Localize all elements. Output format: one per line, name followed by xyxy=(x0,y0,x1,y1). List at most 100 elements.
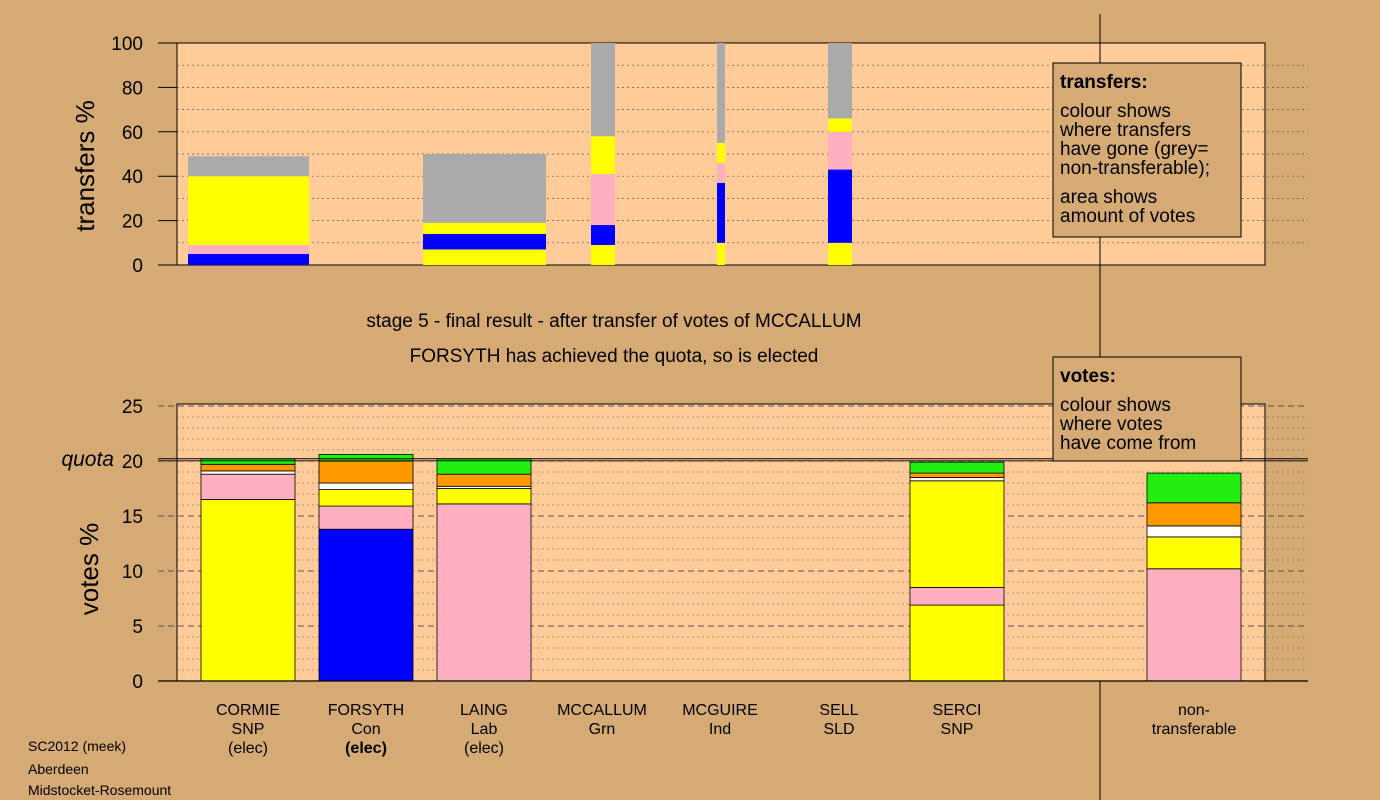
transfer-segment-snp xyxy=(828,242,852,265)
y-tick-label: 10 xyxy=(122,562,143,583)
transfers-legend-line: colour shows xyxy=(1060,101,1171,122)
transfers-y-ticks: 0 20 40 60 80 100 xyxy=(111,34,177,277)
vote-segment-sld xyxy=(200,463,296,472)
transfer-segment-nontransferable xyxy=(828,43,852,119)
y-tick-label: 0 xyxy=(132,672,143,693)
transfer-segment-con xyxy=(591,225,615,246)
vote-segment-sld xyxy=(436,473,532,487)
y-tick-label: 5 xyxy=(132,617,143,638)
transfer-segment-snp xyxy=(828,118,852,132)
transfers-legend-line: have gone (grey= xyxy=(1060,139,1208,160)
vote-segment-con xyxy=(318,528,414,682)
y-tick-label: 80 xyxy=(122,78,143,99)
candidate-party: SNP xyxy=(941,721,974,738)
vote-segment-sld xyxy=(909,472,1005,478)
transfer-segment-snp xyxy=(717,142,725,163)
vote-segment-ind xyxy=(318,482,414,490)
transfer-segment-snp xyxy=(188,176,309,246)
vote-segment-lab xyxy=(436,503,532,682)
footer-line: Midstocket-Rosemount xyxy=(28,782,171,798)
y-tick-label: 40 xyxy=(122,167,143,188)
candidate-party: Ind xyxy=(709,721,731,738)
votes-legend-line: where votes xyxy=(1059,414,1162,435)
transfers-bars xyxy=(188,43,852,265)
transfers-legend-line: area shows xyxy=(1060,187,1157,208)
y-tick-label: 100 xyxy=(111,34,143,55)
vote-segment-snp xyxy=(318,489,414,507)
y-tick-label: 60 xyxy=(122,123,143,144)
candidate-name: FORSYTH xyxy=(328,702,404,719)
vote-segment-snp xyxy=(909,604,1005,682)
transfer-segment-con xyxy=(717,182,725,243)
vote-segment-snp xyxy=(436,488,532,505)
votes-y-ticks: 0 5 10 15 20 25 xyxy=(122,397,143,693)
footer-line: Aberdeen xyxy=(28,761,89,777)
votes-legend-title: votes: xyxy=(1060,366,1116,387)
y-tick-label: 0 xyxy=(132,256,143,277)
transfers-legend: transfers: colour shows where transfers … xyxy=(1052,62,1242,238)
transfer-segment-nontransferable xyxy=(591,43,615,137)
nontransferable-label: transferable xyxy=(1152,721,1237,738)
candidate-party: Grn xyxy=(589,721,616,738)
transfers-legend-line: amount of votes xyxy=(1060,206,1195,227)
candidate-name: MCCALLUM xyxy=(557,702,647,719)
transfer-segment-snp xyxy=(591,136,615,174)
transfers-legend-line: where transfers xyxy=(1059,120,1191,141)
candidate-party: SNP xyxy=(232,721,265,738)
vote-segment-ind xyxy=(1146,525,1242,538)
vote-segment-snp xyxy=(1146,536,1242,570)
y-tick-label: 15 xyxy=(122,507,143,528)
candidate-name: CORMIE xyxy=(216,702,280,719)
quota-label: quota xyxy=(61,448,114,471)
transfer-segment-lab xyxy=(828,131,852,170)
transfer-segment-nontransferable xyxy=(188,156,309,177)
transfers-legend-box xyxy=(1052,62,1242,238)
vote-segment-ind xyxy=(200,470,296,475)
y-tick-label: 20 xyxy=(122,212,143,233)
votes-bars xyxy=(200,453,1242,682)
candidate-status: (elec) xyxy=(345,740,387,757)
vote-segment-lab xyxy=(1146,568,1242,682)
candidate-party: Con xyxy=(351,721,380,738)
transfer-segment-lab xyxy=(717,162,725,183)
elected-caption: FORSYTH has achieved the quota, so is el… xyxy=(410,346,819,367)
transfers-legend-line: non-transferable); xyxy=(1060,158,1210,179)
votes-legend-box xyxy=(1052,356,1242,462)
vote-segment-snp xyxy=(909,480,1005,588)
vote-segment-grn xyxy=(909,461,1005,474)
nontransferable-label: non- xyxy=(1178,702,1210,719)
vote-segment-lab xyxy=(200,473,296,500)
transfer-segment-con xyxy=(828,169,852,243)
transfer-segment-nontransferable xyxy=(717,43,725,143)
votes-panel: 0 5 10 15 20 25 quota votes % xyxy=(61,397,1308,693)
votes-legend-line: colour shows xyxy=(1060,395,1171,416)
transfer-segment-snp xyxy=(423,222,546,234)
transfer-segment-con xyxy=(188,253,309,265)
vote-segment-snp xyxy=(200,499,296,682)
y-tick-label: 25 xyxy=(122,397,143,418)
transfers-legend-title: transfers: xyxy=(1060,72,1148,93)
vote-segment-sld xyxy=(318,460,414,484)
candidate-name: LAING xyxy=(460,702,508,719)
transfer-segment-snp xyxy=(591,245,615,265)
transfers-y-axis-title: transfers % xyxy=(70,100,100,232)
footer-line: SC2012 (meek) xyxy=(28,738,126,754)
candidate-status: (elec) xyxy=(228,740,268,757)
candidate-name: MCGUIRE xyxy=(682,702,758,719)
transfer-segment-snp xyxy=(717,242,725,265)
transfer-segment-nontransferable xyxy=(423,154,546,223)
vote-segment-lab xyxy=(909,587,1005,606)
candidate-name: SERCI xyxy=(933,702,982,719)
candidate-name: SELL xyxy=(819,702,858,719)
vote-segment-grn xyxy=(1146,472,1242,504)
transfers-gridlines xyxy=(177,64,1308,244)
transfer-segment-lab xyxy=(188,245,309,254)
votes-legend-line: have come from xyxy=(1060,433,1196,454)
stage-caption: stage 5 - final result - after transfer … xyxy=(366,311,861,332)
vote-segment-grn xyxy=(318,453,414,462)
vote-segment-sld xyxy=(1146,502,1242,527)
candidate-party: SLD xyxy=(823,721,854,738)
votes-legend: votes: colour shows where votes have com… xyxy=(1052,356,1242,462)
transfer-segment-snp xyxy=(423,249,546,265)
